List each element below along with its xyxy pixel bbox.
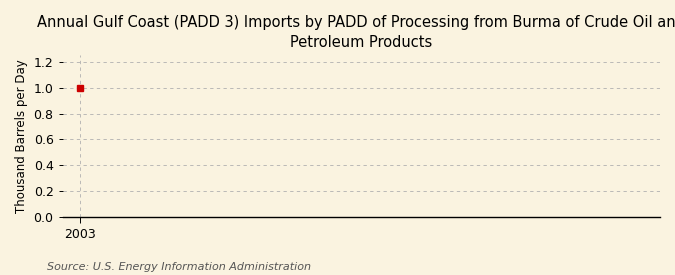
Title: Annual Gulf Coast (PADD 3) Imports by PADD of Processing from Burma of Crude Oil: Annual Gulf Coast (PADD 3) Imports by PA… [37,15,675,50]
Text: Source: U.S. Energy Information Administration: Source: U.S. Energy Information Administ… [47,262,311,272]
Y-axis label: Thousand Barrels per Day: Thousand Barrels per Day [15,59,28,213]
